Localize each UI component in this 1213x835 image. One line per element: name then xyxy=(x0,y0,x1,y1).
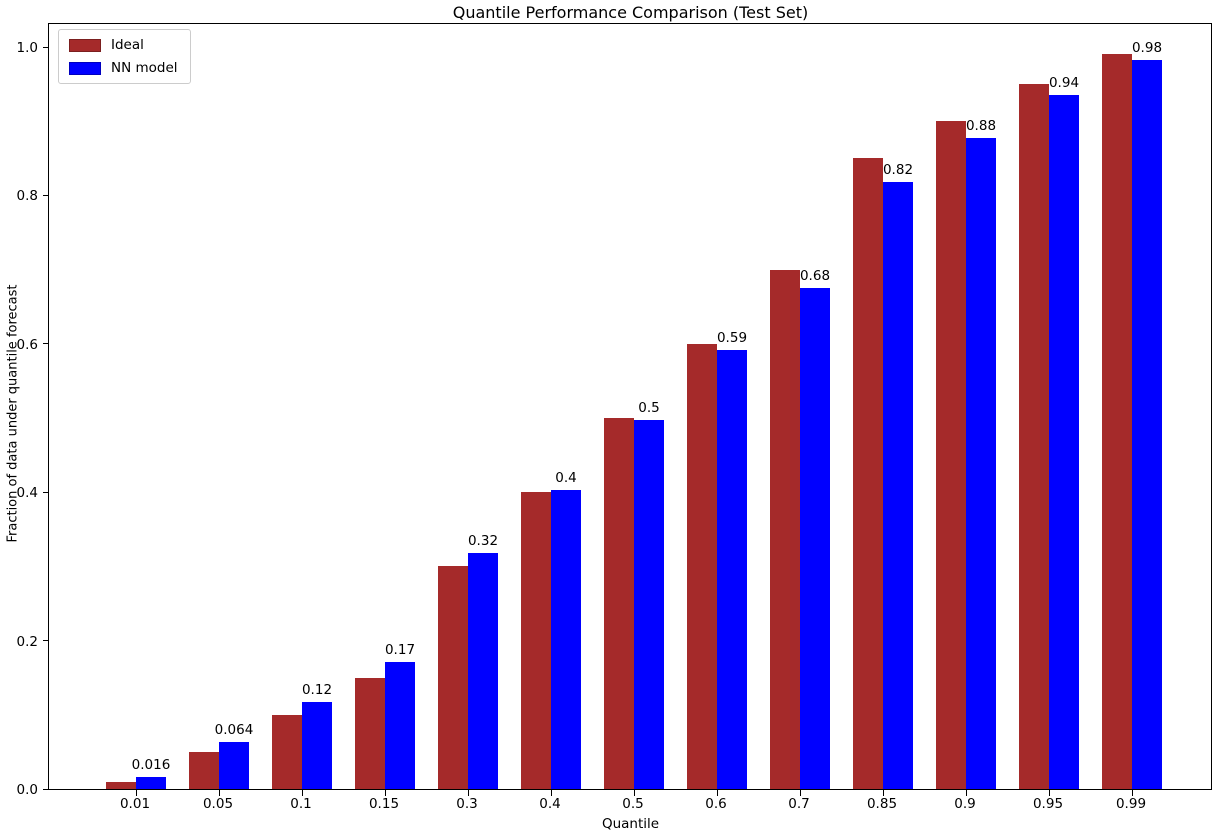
x-tick-label: 0.4 xyxy=(539,796,561,812)
bar-nn-model xyxy=(717,349,747,789)
bar-value-label: 0.94 xyxy=(1048,75,1080,92)
bar-ideal xyxy=(687,343,717,789)
bar-ideal xyxy=(1019,84,1049,789)
bar-value-label: 0.59 xyxy=(716,329,748,346)
x-tick-mark xyxy=(302,790,303,796)
legend-item-nn-model: NN model xyxy=(69,60,178,76)
bar-nn-model xyxy=(219,741,249,789)
bar-value-label: 0.32 xyxy=(467,533,499,550)
bar-value-label: 0.98 xyxy=(1131,40,1163,57)
y-tick-mark xyxy=(43,46,49,48)
x-tick-label: 0.05 xyxy=(202,796,234,812)
bar-value-label: 0.12 xyxy=(301,682,333,699)
legend-label-nn-model: NN model xyxy=(111,60,178,76)
bar-nn-model xyxy=(800,288,830,789)
y-axis-label: Fraction of data under quantile forecast xyxy=(5,284,21,543)
x-tick-label: 0.3 xyxy=(456,796,478,812)
legend-label-ideal: Ideal xyxy=(111,37,144,53)
x-tick-mark xyxy=(634,790,635,796)
bar-nn-model xyxy=(136,777,166,789)
x-tick-label: 0.99 xyxy=(1115,796,1147,812)
x-tick-label: 0.01 xyxy=(119,796,151,812)
bar-ideal xyxy=(1102,54,1132,789)
x-tick-mark xyxy=(551,790,552,796)
x-axis-label: Quantile xyxy=(601,816,660,832)
bar-ideal xyxy=(853,158,883,789)
x-tick-mark xyxy=(468,790,469,796)
bar-ideal xyxy=(355,677,385,789)
bar-nn-model xyxy=(1049,95,1079,789)
bar-nn-model xyxy=(468,553,498,789)
y-tick-label: 1.0 xyxy=(16,40,38,56)
x-tick-label: 0.7 xyxy=(788,796,810,812)
bar-ideal xyxy=(604,418,634,789)
plot-area: Ideal NN model 0.016 0.064 0.12 0.17 0.32 0.4… xyxy=(43,23,1212,796)
legend-swatch-ideal xyxy=(69,38,101,52)
x-tick-mark xyxy=(385,790,386,796)
legend: Ideal NN model xyxy=(58,29,191,84)
y-tick-mark xyxy=(43,640,49,642)
y-tick-label: 0.0 xyxy=(16,782,38,798)
bar-nn-model xyxy=(551,489,581,789)
bar-value-label: 0.5 xyxy=(638,400,660,417)
y-tick-mark xyxy=(43,491,49,493)
x-tick-label: 0.85 xyxy=(866,796,898,812)
y-tick-label: 0.6 xyxy=(16,336,38,353)
bar-ideal xyxy=(272,714,302,789)
x-tick-label: 0.9 xyxy=(954,796,976,812)
x-tick-mark xyxy=(800,790,801,796)
bar-nn-model xyxy=(1132,60,1162,789)
x-tick-label: 0.95 xyxy=(1032,796,1064,812)
chart-title: Quantile Performance Comparison (Test Se… xyxy=(452,3,809,22)
bar-value-label: 0.17 xyxy=(384,642,416,659)
legend-item-ideal: Ideal xyxy=(69,37,178,53)
y-tick-label: 0.4 xyxy=(16,485,38,502)
bar-value-label: 0.68 xyxy=(799,268,831,285)
x-tick-mark xyxy=(966,790,967,796)
bar-nn-model xyxy=(883,182,913,789)
x-tick-mark xyxy=(219,790,220,796)
x-tick-mark xyxy=(1049,790,1050,796)
x-tick-mark xyxy=(883,790,884,796)
bar-value-label: 0.82 xyxy=(882,162,914,179)
bar-value-label: 0.4 xyxy=(555,469,577,486)
y-tick-label: 0.8 xyxy=(16,188,38,205)
y-tick-label: 0.2 xyxy=(16,633,38,650)
bar-ideal xyxy=(521,492,551,789)
x-tick-mark xyxy=(1132,790,1133,796)
bar-value-label: 0.88 xyxy=(965,117,997,134)
bar-nn-model xyxy=(634,420,664,789)
bar-ideal xyxy=(438,566,468,789)
x-tick-label: 0.15 xyxy=(368,796,400,812)
bar-ideal xyxy=(770,269,800,789)
x-tick-mark xyxy=(136,790,137,796)
bar-value-label: 0.064 xyxy=(214,721,254,738)
bar-ideal xyxy=(936,121,966,789)
bar-nn-model xyxy=(302,702,332,789)
x-tick-label: 0.5 xyxy=(622,796,644,812)
y-tick-mark xyxy=(43,788,49,790)
x-tick-label: 0.6 xyxy=(705,796,727,812)
bar-nn-model xyxy=(966,137,996,789)
bar-nn-model xyxy=(385,662,415,789)
bar-ideal xyxy=(106,781,136,789)
x-tick-mark xyxy=(717,790,718,796)
y-tick-mark xyxy=(43,343,49,345)
y-tick-mark xyxy=(43,194,49,196)
x-tick-label: 0.1 xyxy=(290,796,312,812)
bar-ideal xyxy=(189,751,219,789)
bar-value-label: 0.016 xyxy=(131,757,171,774)
legend-swatch-nn-model xyxy=(69,61,101,75)
